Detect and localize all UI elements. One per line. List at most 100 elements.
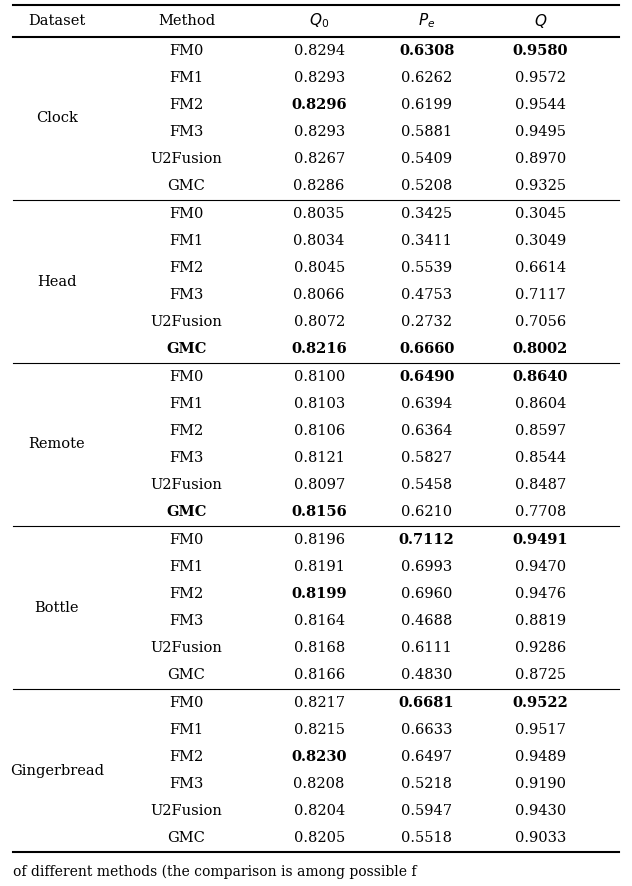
Text: 0.8204: 0.8204 (293, 804, 345, 819)
Text: 0.2732: 0.2732 (401, 315, 452, 330)
Text: 0.8106: 0.8106 (293, 424, 345, 438)
Text: 0.8597: 0.8597 (515, 424, 566, 438)
Text: 0.6633: 0.6633 (401, 723, 453, 737)
Text: 0.8294: 0.8294 (294, 43, 344, 58)
Text: 0.9572: 0.9572 (515, 71, 566, 85)
Text: 0.6993: 0.6993 (401, 560, 453, 574)
Text: 0.8072: 0.8072 (293, 315, 345, 330)
Text: 0.5827: 0.5827 (401, 451, 452, 465)
Text: 0.8216: 0.8216 (291, 342, 347, 356)
Text: FM2: FM2 (169, 260, 204, 275)
Text: 0.9286: 0.9286 (514, 641, 566, 656)
Text: 0.8035: 0.8035 (293, 206, 345, 221)
Text: 0.8286: 0.8286 (293, 180, 345, 193)
Text: 0.8045: 0.8045 (293, 260, 345, 275)
Text: 0.9522: 0.9522 (513, 696, 568, 710)
Text: GMC: GMC (167, 180, 205, 193)
Text: FM0: FM0 (169, 206, 204, 221)
Text: 0.9580: 0.9580 (513, 43, 568, 58)
Text: Bottle: Bottle (35, 601, 79, 615)
Text: 0.8196: 0.8196 (294, 532, 344, 547)
Text: 0.8002: 0.8002 (513, 342, 568, 356)
Text: FM1: FM1 (169, 723, 204, 737)
Text: 0.8166: 0.8166 (293, 668, 345, 682)
Text: FM3: FM3 (169, 125, 204, 139)
Text: 0.5458: 0.5458 (401, 478, 452, 493)
Text: 0.5208: 0.5208 (401, 180, 453, 193)
Text: 0.8819: 0.8819 (515, 614, 566, 628)
Text: 0.7056: 0.7056 (514, 315, 566, 330)
Text: of different methods (the comparison is among possible f: of different methods (the comparison is … (13, 865, 416, 879)
Text: 0.6394: 0.6394 (401, 397, 453, 411)
Text: FM1: FM1 (169, 71, 204, 85)
Text: 0.8293: 0.8293 (293, 71, 345, 85)
Text: 0.9430: 0.9430 (514, 804, 566, 819)
Text: 0.9470: 0.9470 (515, 560, 566, 574)
Text: 0.8725: 0.8725 (515, 668, 566, 682)
Text: GMC: GMC (167, 831, 205, 845)
Text: FM0: FM0 (169, 369, 204, 384)
Text: FM1: FM1 (169, 560, 204, 574)
Text: GMC: GMC (166, 342, 207, 356)
Text: 0.8267: 0.8267 (293, 152, 345, 167)
Text: 0.9495: 0.9495 (515, 125, 566, 139)
Text: FM3: FM3 (169, 614, 204, 628)
Text: 0.8970: 0.8970 (514, 152, 566, 167)
Text: GMC: GMC (166, 505, 207, 519)
Text: 0.8205: 0.8205 (293, 831, 345, 845)
Text: FM2: FM2 (169, 424, 204, 438)
Text: 0.5218: 0.5218 (401, 777, 452, 791)
Text: FM2: FM2 (169, 750, 204, 764)
Text: Clock: Clock (36, 112, 78, 126)
Text: 0.8296: 0.8296 (291, 98, 347, 112)
Text: 0.9190: 0.9190 (515, 777, 566, 791)
Text: U2Fusion: U2Fusion (150, 315, 222, 330)
Text: GMC: GMC (167, 668, 205, 682)
Text: FM2: FM2 (169, 587, 204, 601)
Text: 0.6308: 0.6308 (399, 43, 454, 58)
Text: 0.8066: 0.8066 (293, 288, 345, 302)
Text: Method: Method (158, 14, 215, 28)
Text: FM0: FM0 (169, 696, 204, 710)
Text: FM2: FM2 (169, 98, 204, 112)
Text: 0.9033: 0.9033 (514, 831, 566, 845)
Text: U2Fusion: U2Fusion (150, 804, 222, 819)
Text: 0.8217: 0.8217 (294, 696, 344, 710)
Text: 0.6364: 0.6364 (401, 424, 453, 438)
Text: 0.8097: 0.8097 (293, 478, 345, 493)
Text: 0.8544: 0.8544 (515, 451, 566, 465)
Text: 0.6490: 0.6490 (399, 369, 454, 384)
Text: U2Fusion: U2Fusion (150, 152, 222, 167)
Text: 0.5947: 0.5947 (401, 804, 452, 819)
Text: 0.3049: 0.3049 (514, 234, 566, 248)
Text: 0.6614: 0.6614 (515, 260, 566, 275)
Text: $Q$: $Q$ (533, 12, 547, 30)
Text: FM3: FM3 (169, 777, 204, 791)
Text: 0.5518: 0.5518 (401, 831, 452, 845)
Text: 0.9491: 0.9491 (513, 532, 568, 547)
Text: U2Fusion: U2Fusion (150, 641, 222, 656)
Text: 0.9544: 0.9544 (515, 98, 566, 112)
Text: U2Fusion: U2Fusion (150, 478, 222, 493)
Text: 0.7117: 0.7117 (515, 288, 566, 302)
Text: 0.9476: 0.9476 (515, 587, 566, 601)
Text: FM0: FM0 (169, 532, 204, 547)
Text: Dataset: Dataset (28, 14, 85, 28)
Text: 0.7112: 0.7112 (399, 532, 454, 547)
Text: 0.8191: 0.8191 (294, 560, 344, 574)
Text: Head: Head (37, 275, 76, 289)
Text: 0.6199: 0.6199 (401, 98, 452, 112)
Text: Remote: Remote (28, 438, 85, 452)
Text: FM3: FM3 (169, 451, 204, 465)
Text: 0.8103: 0.8103 (293, 397, 345, 411)
Text: 0.8156: 0.8156 (291, 505, 347, 519)
Text: FM0: FM0 (169, 43, 204, 58)
Text: 0.5409: 0.5409 (401, 152, 452, 167)
Text: 0.4688: 0.4688 (401, 614, 453, 628)
Text: 0.6210: 0.6210 (401, 505, 452, 519)
Text: 0.8208: 0.8208 (293, 777, 345, 791)
Text: 0.8034: 0.8034 (293, 234, 345, 248)
Text: 0.6111: 0.6111 (401, 641, 452, 656)
Text: $Q_0$: $Q_0$ (309, 12, 329, 30)
Text: FM3: FM3 (169, 288, 204, 302)
